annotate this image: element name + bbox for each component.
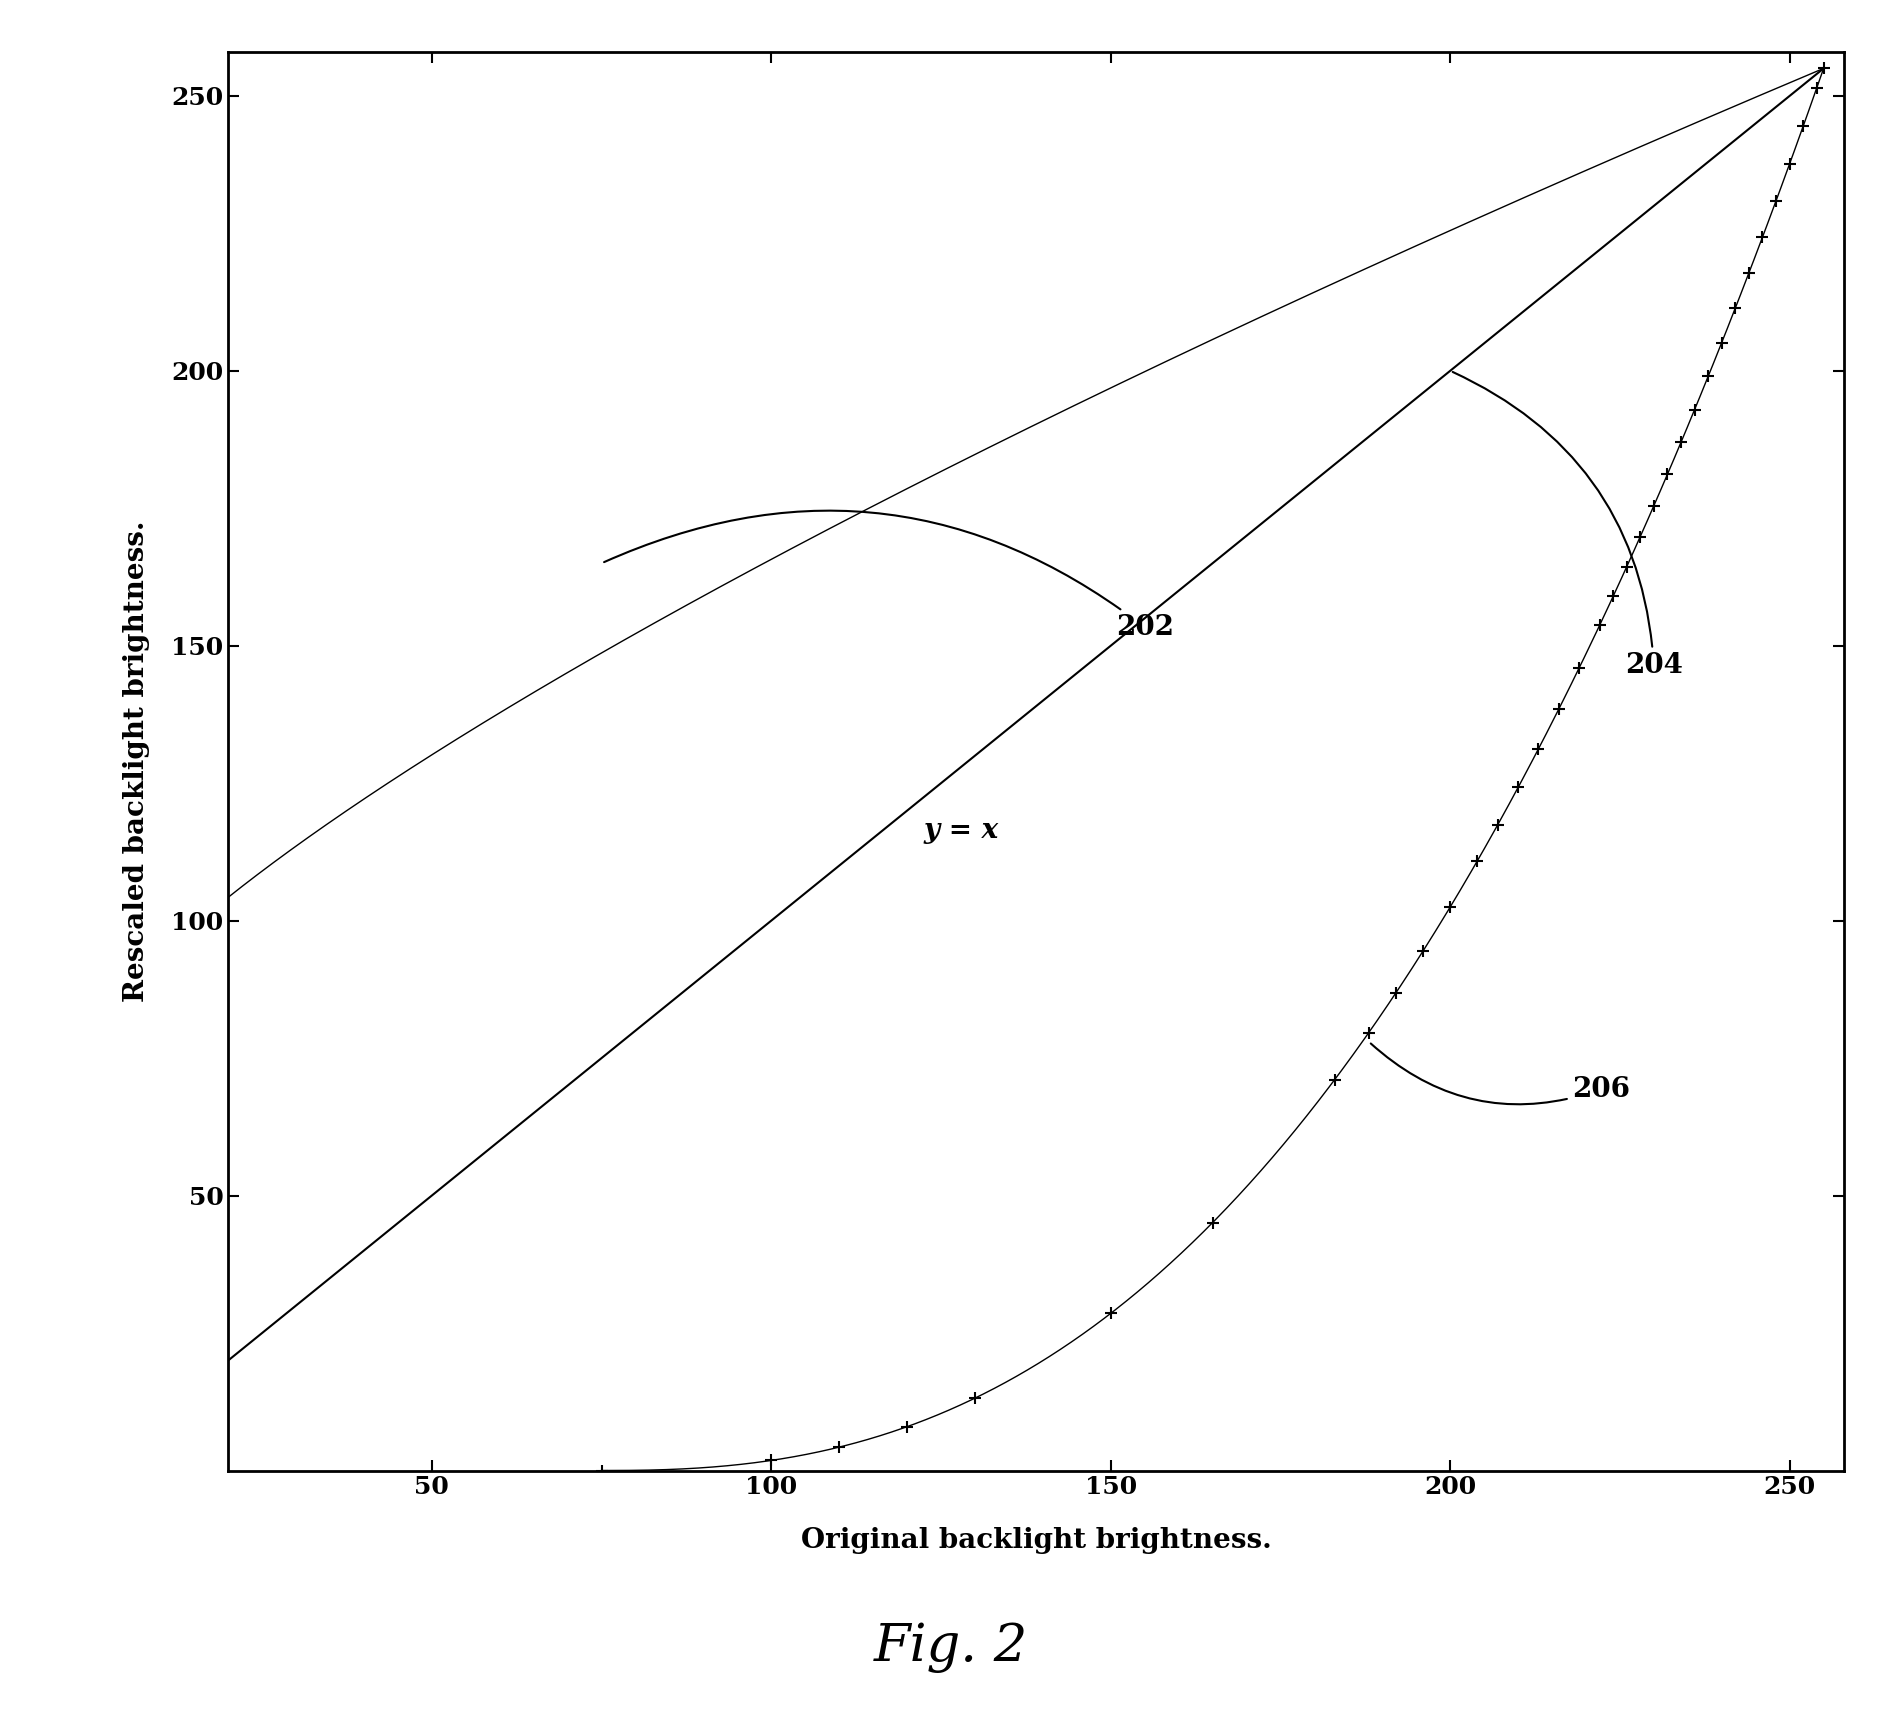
Text: Fig. 2: Fig. 2 <box>873 1621 1028 1673</box>
Y-axis label: Rescaled backlight brightness.: Rescaled backlight brightness. <box>124 521 150 1002</box>
Text: y = x: y = x <box>924 817 998 844</box>
Text: 202: 202 <box>605 510 1173 640</box>
X-axis label: Original backlight brightness.: Original backlight brightness. <box>800 1528 1272 1554</box>
Text: 206: 206 <box>1371 1043 1631 1104</box>
Text: 204: 204 <box>1452 372 1682 680</box>
